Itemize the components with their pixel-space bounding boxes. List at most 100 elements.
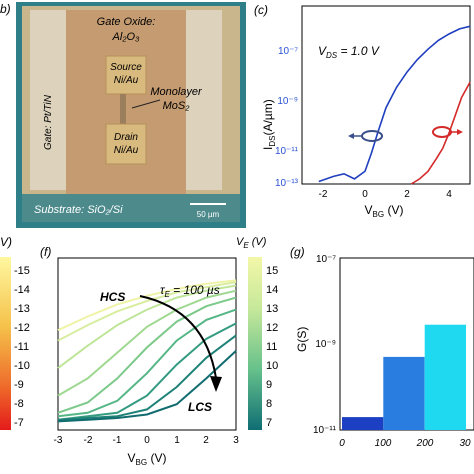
- f-cb-tick-6: 9: [266, 379, 272, 391]
- f-series-11-line: [57, 296, 237, 414]
- c-xlabel: VBG (V): [365, 203, 404, 219]
- c-xtick-3: 4: [446, 189, 452, 200]
- g-ylabel: G(S): [295, 327, 309, 352]
- c-xtick-0: -2: [319, 189, 328, 200]
- c-ytick-1: 10⁻⁹: [277, 96, 298, 107]
- drain-contact: [105, 123, 147, 165]
- source-contact: [105, 55, 147, 95]
- left-cb-tick-4: -11: [14, 341, 29, 353]
- f-series-13-line: [57, 284, 237, 369]
- f-xtick-4: 1: [174, 435, 180, 446]
- c-series-0-line: [318, 25, 471, 183]
- f-cb-tick-7: 8: [266, 398, 272, 410]
- drain-label: Drain: [114, 132, 138, 143]
- f-cb-tick-4: 11: [266, 341, 277, 353]
- tau-annotation: τE = 100 µs: [160, 283, 220, 299]
- f-xtick-6: 3: [233, 435, 239, 446]
- f-cb-tick-3: 12: [266, 322, 278, 334]
- f-xtick-5: 2: [203, 435, 209, 446]
- f-cb-tick-2: 13: [266, 303, 278, 315]
- f-series-12-line: [57, 289, 237, 397]
- substrate-band: [22, 194, 240, 222]
- monolayer-material: MoS₂: [163, 100, 191, 112]
- f-xtick-2: -1: [113, 435, 122, 446]
- g-ytick-2: 10⁻¹¹: [313, 425, 337, 436]
- panel-f-label: (f): [40, 245, 51, 259]
- lcs-label: LCS: [188, 400, 212, 414]
- c-series-1-line: [410, 81, 471, 185]
- panel-g-label: (g): [290, 245, 305, 259]
- monolayer-label: Monolayer: [150, 86, 203, 98]
- gate-oxide-material: Al₂O₃: [112, 31, 141, 43]
- f-xtick-3: 0: [144, 435, 150, 446]
- panel-g: (g) 10⁻⁷ 10⁻⁹ 10⁻¹¹ G(S) 0 100 200 30: [290, 245, 474, 449]
- panel-f-plot-area: [57, 279, 237, 423]
- left-cb-tick-5: -10: [14, 360, 30, 372]
- g-xtick-3: 30: [459, 438, 471, 449]
- f-colorbar-title: VE (V): [236, 236, 267, 250]
- c-xtick-1: 0: [362, 189, 368, 200]
- left-colorbar: V) -15 -14 -13 -12 -11 -10 -9 -8 -7: [0, 235, 30, 430]
- left-colorbar-ticks: -15 -14 -13 -12 -11 -10 -9 -8 -7: [14, 265, 30, 429]
- source-material: Ni/Au: [114, 75, 139, 86]
- hcs-to-lcs-arrow: [139, 295, 217, 379]
- f-series-14-line: [57, 281, 237, 342]
- panel-c-xticks: -2 0 2 4: [319, 189, 453, 200]
- c-xtick-2: 2: [404, 189, 410, 200]
- f-cb-tick-5: 10: [266, 360, 278, 372]
- f-cb-tick-0: 15: [266, 265, 278, 277]
- panel-f-xticks: -3 -2 -1 0 1 2 3: [54, 435, 240, 446]
- left-cb-tick-8: -7: [14, 417, 24, 429]
- f-cb-tick-1: 14: [266, 284, 278, 296]
- monolayer-pointer: [131, 99, 161, 109]
- gate-oxide-title: Gate Oxide:: [97, 16, 156, 28]
- c-ytick-0: 10⁻⁷: [278, 46, 298, 57]
- hcs-to-lcs-arrowhead: [210, 376, 222, 392]
- c-ytick-3: 10⁻¹³: [275, 178, 299, 189]
- left-cb-tick-0: -15: [14, 265, 30, 277]
- channel: [120, 94, 126, 124]
- f-series-7-line: [57, 350, 237, 423]
- gate-strip-left: [30, 10, 66, 190]
- panel-c-yticks: 10⁻⁷ 10⁻⁹ 10⁻¹¹ 10⁻¹³: [275, 46, 299, 189]
- panel-c: (c) VDS = 1.0 V 10⁻⁷ 10⁻⁹ 10⁻¹¹ 10⁻¹³ ID…: [254, 3, 471, 219]
- f-xtick-1: -2: [84, 435, 93, 446]
- g-level-1-bar: [383, 356, 425, 430]
- drain-material: Ni/Au: [114, 145, 139, 156]
- panel-g-plot-area: [342, 324, 466, 430]
- hcs-label: HCS: [100, 290, 125, 304]
- left-cb-tick-7: -8: [14, 398, 24, 410]
- f-series-10-line: [57, 308, 237, 418]
- panel-c-plot-area: [318, 25, 471, 185]
- left-colorbar-header: V): [0, 235, 12, 249]
- left-cb-tick-2: -13: [14, 303, 30, 315]
- f-series-9-line: [57, 322, 237, 421]
- g-ytick-1: 10⁻⁹: [315, 339, 336, 350]
- gate-strip-right: [186, 10, 222, 190]
- f-series-8-line: [57, 334, 237, 421]
- g-level-0-bar: [342, 417, 384, 430]
- panel-c-axes: [301, 5, 471, 185]
- left-cb-tick-1: -14: [14, 284, 30, 296]
- f-cb-tick-8: 7: [266, 417, 272, 429]
- f-xtick-0: -3: [54, 435, 63, 446]
- f-series-15-line: [57, 279, 237, 332]
- left-cb-tick-3: -12: [14, 322, 30, 334]
- panel-b: b) Gate Oxide: Al₂O₃ Source Ni/Au Drain …: [0, 2, 246, 228]
- panel-b-label: b): [0, 2, 11, 16]
- g-level-2-bar: [424, 324, 466, 430]
- g-xtick-2: 200: [416, 438, 434, 449]
- g-xtick-0: 0: [339, 438, 345, 449]
- gate-side-label: Gate: Pt/TiN: [43, 94, 54, 150]
- f-colorbar-gradient: [248, 257, 262, 430]
- panel-c-label: (c): [254, 3, 268, 17]
- left-cb-tick-6: -9: [14, 379, 24, 391]
- red-arrow-head: [457, 129, 463, 135]
- vds-annotation: VDS = 1.0 V: [318, 44, 380, 60]
- f-colorbar-ticks: 15 14 13 12 11 10 9 8 7: [266, 265, 278, 429]
- blue-arrow-head: [348, 133, 354, 139]
- scalebar-label: 50 µm: [197, 210, 220, 219]
- f-xlabel: VBG (V): [128, 451, 167, 467]
- c-ylabel: IDS(A/µm): [261, 99, 277, 150]
